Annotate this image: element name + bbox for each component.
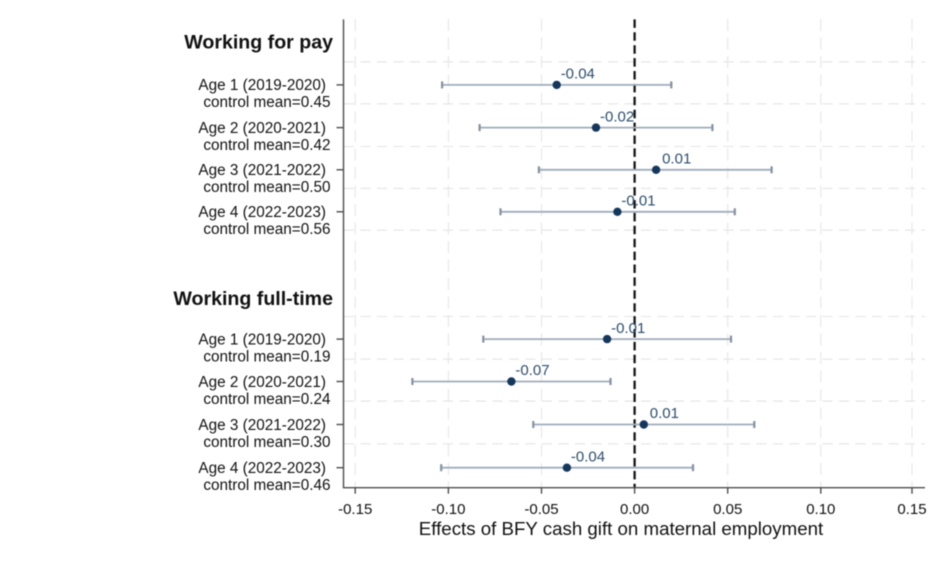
svg-text:-0.05: -0.05 (524, 501, 558, 518)
svg-text:control mean=0.42: control mean=0.42 (203, 137, 330, 154)
svg-text:Age 2 (2020-2021): Age 2 (2020-2021) (198, 120, 326, 137)
svg-text:Age 4 (2022-2023): Age 4 (2022-2023) (198, 204, 326, 221)
svg-text:control mean=0.50: control mean=0.50 (203, 179, 330, 196)
svg-text:-0.04: -0.04 (561, 66, 595, 83)
svg-text:Age 3 (2021-2022): Age 3 (2021-2022) (198, 417, 326, 434)
svg-text:Age 2 (2020-2021): Age 2 (2020-2021) (198, 374, 326, 391)
svg-text:0.00: 0.00 (620, 501, 649, 518)
svg-text:Age 3 (2021-2022): Age 3 (2021-2022) (198, 162, 326, 179)
svg-text:-0.07: -0.07 (515, 362, 549, 379)
svg-text:control mean=0.45: control mean=0.45 (203, 94, 330, 111)
svg-text:-0.04: -0.04 (571, 448, 605, 465)
svg-text:control mean=0.24: control mean=0.24 (203, 391, 331, 408)
svg-text:Age 4 (2022-2023): Age 4 (2022-2023) (198, 460, 326, 477)
svg-text:-0.10: -0.10 (431, 501, 465, 518)
svg-text:0.05: 0.05 (713, 501, 742, 518)
svg-text:Age 1 (2019-2020): Age 1 (2019-2020) (198, 77, 326, 94)
svg-text:control mean=0.56: control mean=0.56 (203, 221, 330, 238)
svg-text:0.10: 0.10 (806, 501, 835, 518)
svg-text:control mean=0.30: control mean=0.30 (203, 434, 330, 451)
svg-text:-0.15: -0.15 (338, 501, 372, 518)
svg-text:-0.02: -0.02 (600, 108, 634, 125)
svg-text:control mean=0.46: control mean=0.46 (203, 477, 330, 494)
svg-text:0.15: 0.15 (897, 501, 926, 518)
svg-text:-0.01: -0.01 (611, 320, 645, 337)
svg-text:0.01: 0.01 (650, 405, 679, 422)
svg-text:control mean=0.19: control mean=0.19 (203, 348, 330, 365)
svg-text:Effects of BFY cash gift on ma: Effects of BFY cash gift on maternal emp… (419, 518, 824, 539)
svg-text:0.01: 0.01 (662, 151, 691, 168)
svg-text:-0.01: -0.01 (621, 193, 655, 210)
svg-text:Working for pay: Working for pay (184, 32, 333, 54)
svg-text:Working full-time: Working full-time (173, 288, 333, 310)
svg-text:Age 1 (2019-2020): Age 1 (2019-2020) (198, 331, 326, 348)
